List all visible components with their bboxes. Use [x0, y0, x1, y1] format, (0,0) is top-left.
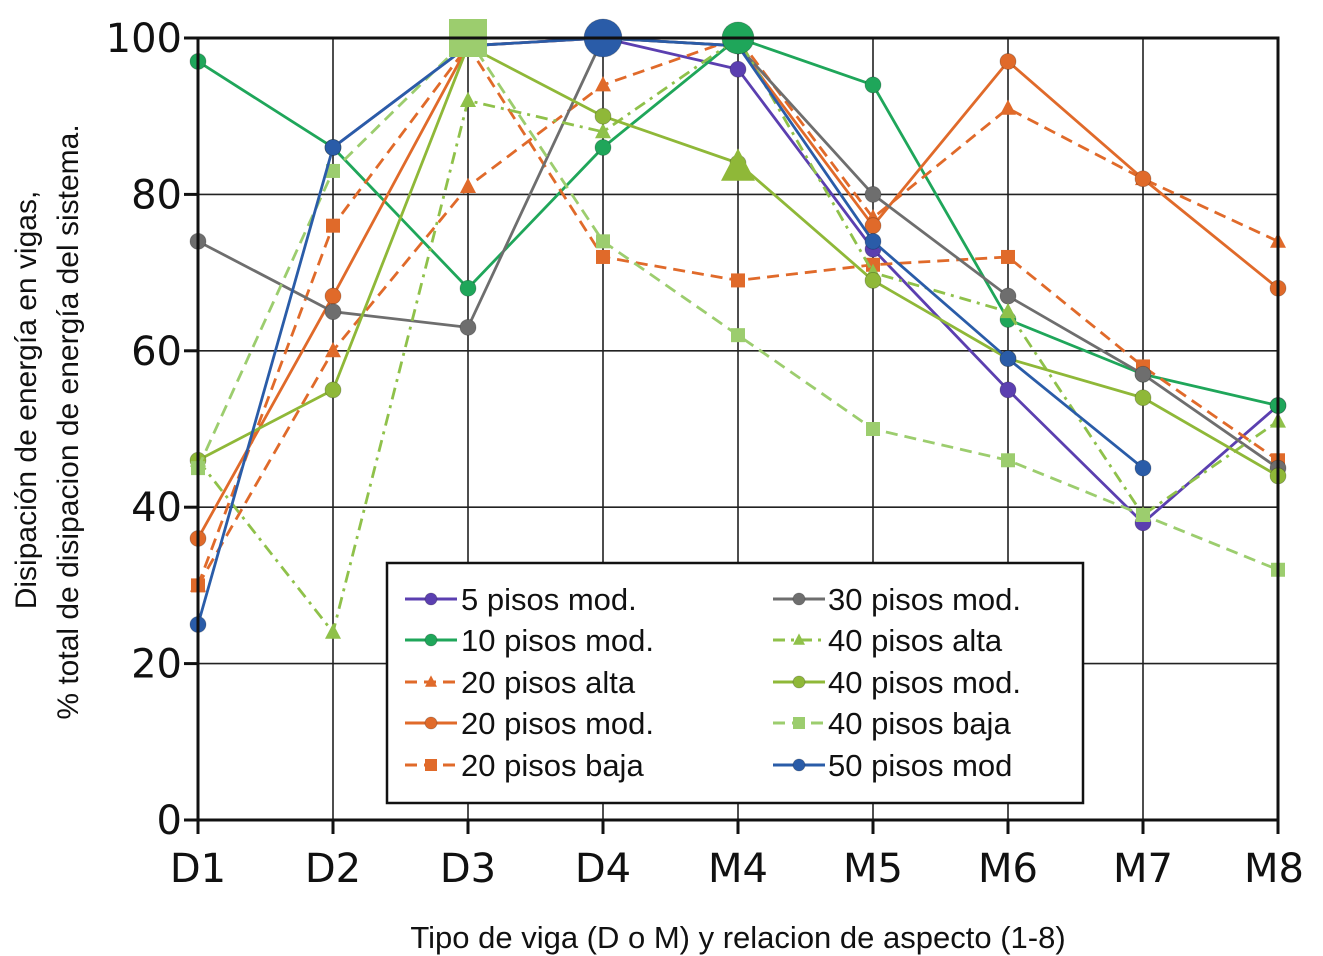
- legend-item: 40 pisos alta: [773, 623, 1003, 658]
- legend-label: 20 pisos alta: [461, 665, 636, 700]
- legend-label: 40 pisos baja: [828, 706, 1011, 741]
- legend-label: 40 pisos alta: [828, 623, 1003, 658]
- data-point: [999, 350, 1017, 368]
- data-point: [326, 218, 340, 233]
- data-point: [731, 273, 745, 288]
- legend-swatch-marker: [793, 633, 805, 645]
- data-point: [1000, 302, 1016, 319]
- data-point: [1134, 389, 1152, 407]
- data-point: [999, 381, 1017, 399]
- data-point: [999, 53, 1017, 70]
- legend-swatch-marker: [425, 759, 437, 771]
- data-point: [459, 318, 477, 336]
- legend-label: 30 pisos mod.: [828, 582, 1021, 617]
- data-point: [596, 249, 610, 264]
- legend-item: 20 pisos alta: [405, 665, 636, 700]
- data-point: [325, 623, 341, 639]
- data-point: [459, 279, 477, 297]
- data-point: [324, 381, 342, 399]
- data-point: [324, 287, 342, 305]
- legend-label: 20 pisos mod.: [461, 706, 654, 741]
- data-point: [999, 287, 1017, 305]
- series-line: [196, 36, 1144, 625]
- legend-item: 30 pisos mod.: [773, 582, 1021, 617]
- series-layer: [189, 18, 1287, 639]
- x-ticks: D1 D2 D3 D4 M4 M5 M6 M7 M8: [170, 820, 1304, 892]
- legend-label: 40 pisos mod.: [828, 665, 1021, 700]
- data-point: [326, 163, 340, 178]
- data-point: [729, 60, 747, 78]
- legend-label: 5 pisos mod.: [461, 582, 637, 617]
- legend-swatch-marker: [792, 675, 806, 689]
- legend-item: 20 pisos baja: [405, 748, 644, 783]
- data-point: [594, 139, 612, 156]
- x-tick-label: D3: [440, 846, 496, 892]
- data-point: [864, 185, 882, 203]
- legend-label: 10 pisos mod.: [461, 623, 654, 658]
- data-point: [864, 232, 882, 250]
- data-point: [866, 422, 880, 436]
- legend: 5 pisos mod. 10 pisos mod. 20 pisos alta 20…: [385, 561, 1085, 805]
- series-line: [196, 36, 1279, 587]
- data-point: [596, 234, 610, 249]
- data-point: [1001, 453, 1015, 468]
- legend-item: 40 pisos baja: [773, 706, 1011, 741]
- legend-swatch-marker: [424, 633, 438, 647]
- legend-label: 50 pisos mod: [828, 748, 1012, 783]
- data-point: [1134, 459, 1152, 477]
- y-axis-label-line1: Disipación de energía en vigas,: [10, 191, 43, 610]
- data-point: [1136, 508, 1150, 523]
- y-tick-label: 20: [131, 642, 182, 688]
- data-point: [864, 272, 882, 289]
- x-tick-label: M8: [1244, 846, 1304, 892]
- legend-item: 40 pisos mod.: [773, 665, 1021, 700]
- y-tick-label: 60: [131, 329, 182, 375]
- x-tick-label: M7: [1113, 846, 1173, 892]
- x-tick-label: M4: [708, 846, 768, 892]
- y-tick-label: 100: [106, 16, 182, 62]
- legend-swatch-marker: [424, 716, 438, 730]
- x-tick-label: D2: [305, 846, 361, 892]
- legend-swatch-marker: [792, 592, 806, 606]
- data-point: [1134, 170, 1152, 188]
- y-tick-label: 80: [131, 172, 182, 218]
- data-point: [1000, 99, 1016, 115]
- data-point: [324, 139, 342, 156]
- data-point: [460, 177, 476, 193]
- data-point: [1001, 249, 1015, 264]
- data-point: [594, 107, 612, 125]
- data-point: [721, 148, 755, 181]
- data-point: [595, 123, 611, 139]
- series-10: [189, 29, 1152, 633]
- series-line: [196, 36, 1279, 572]
- x-tick-label: D4: [575, 846, 631, 892]
- x-tick-label: D1: [170, 846, 226, 892]
- data-point: [324, 303, 342, 321]
- legend-item: 10 pisos mod.: [405, 623, 654, 658]
- x-tick-label: M6: [978, 846, 1038, 892]
- data-point: [460, 91, 476, 107]
- y-ticks: 0 20 40 60 80 100: [106, 16, 198, 844]
- y-axis-label-line2: % total de disipacion de energía del sis…: [52, 124, 85, 719]
- legend-swatch-marker: [424, 592, 438, 606]
- y-tick-label: 40: [131, 485, 182, 531]
- data-point: [731, 328, 745, 343]
- legend-item: 5 pisos mod.: [405, 582, 637, 617]
- data-point: [595, 76, 611, 92]
- x-axis-label: Tipo de viga (D o M) y relacion de aspec…: [410, 920, 1065, 955]
- legend-box: [385, 561, 1085, 805]
- legend-swatch-marker: [425, 675, 437, 687]
- x-tick-label: M5: [843, 846, 903, 892]
- data-point: [864, 76, 882, 94]
- data-point: [1134, 365, 1152, 383]
- legend-swatch-marker: [792, 758, 806, 772]
- data-point: [325, 342, 341, 358]
- legend-label: 20 pisos baja: [461, 748, 644, 783]
- legend-item: 50 pisos mod: [773, 748, 1012, 783]
- legend-swatch-marker: [793, 717, 805, 729]
- y-tick-label: 0: [157, 798, 182, 844]
- legend-item: 20 pisos mod.: [405, 706, 654, 741]
